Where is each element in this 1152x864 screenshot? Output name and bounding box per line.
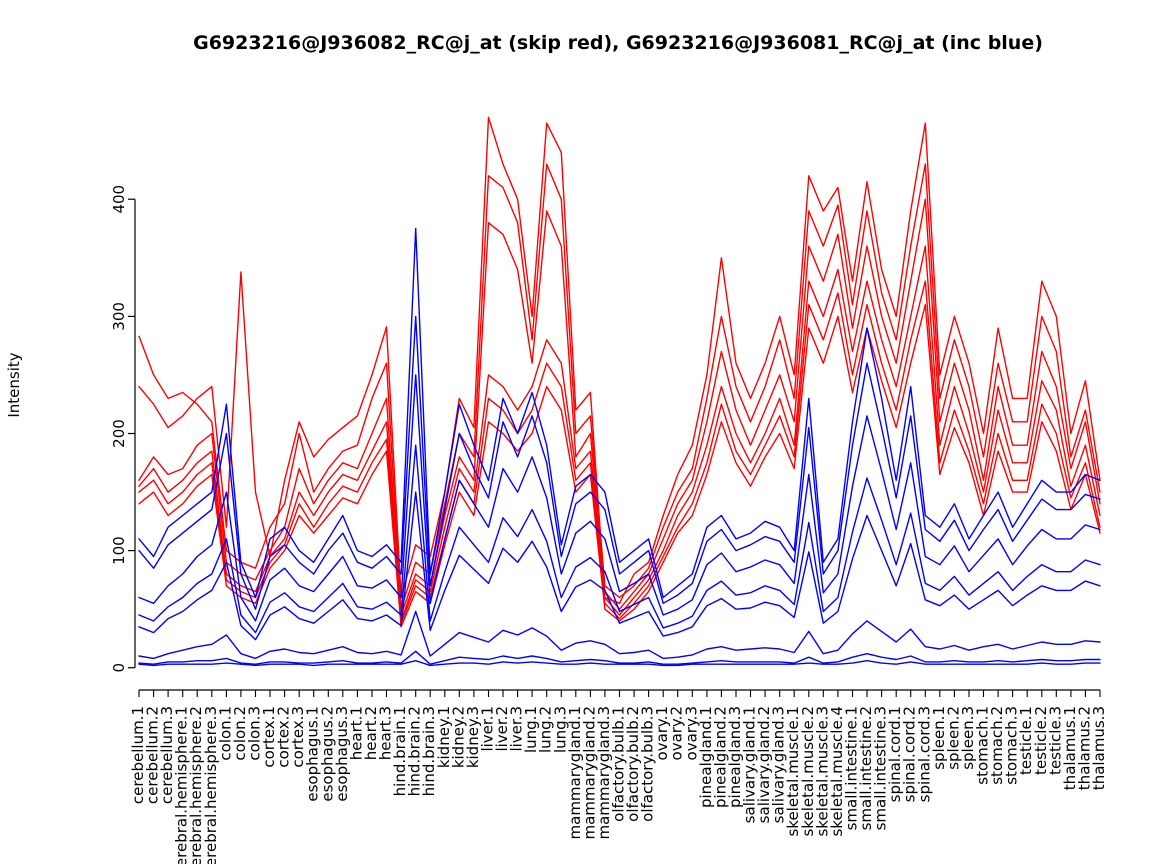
series-line-inc-blue-4 <box>138 444 1101 634</box>
x-tick-label: cortex.3 <box>289 706 307 768</box>
y-tick-label: 300 <box>110 302 128 331</box>
x-tick-label: mammarygland.3 <box>595 706 613 839</box>
x-tick-label: spinal.cord.3 <box>915 706 933 802</box>
series-line-skip-red-3 <box>138 198 1101 616</box>
x-tick-label: ovary.2 <box>668 706 686 760</box>
x-tick-label: salivary.gland.3 <box>770 706 788 823</box>
x-tick-label: stomach.2 <box>988 706 1006 785</box>
x-tick-label: pinealgland.2 <box>711 706 729 808</box>
x-tick-label: colon.1 <box>216 706 234 761</box>
x-tick-label: kidney.1 <box>435 706 453 768</box>
x-tick-label: cortex.1 <box>260 706 278 768</box>
series-line-skip-red-1 <box>138 116 1101 604</box>
series-line-inc-blue-7 <box>138 650 1101 665</box>
x-tick-label: skeletal.muscle.3 <box>813 706 831 837</box>
x-tick-label: testicle.3 <box>1046 706 1064 775</box>
x-tick-label: cerebellum.1 <box>129 706 147 804</box>
x-tick-label: hind.brain.1 <box>391 706 409 796</box>
x-tick-label: small.intestine.3 <box>872 706 890 830</box>
x-tick-label: testicle.2 <box>1032 706 1050 775</box>
x-tick-label: small.intestine.1 <box>843 706 861 830</box>
x-tick-label: liver.2 <box>493 706 511 752</box>
x-tick-label: ovary.3 <box>682 706 700 760</box>
series-line-inc-blue-2 <box>138 315 1101 610</box>
series-line-inc-blue-5 <box>138 491 1101 641</box>
x-tick-label: mammarygland.2 <box>580 706 598 839</box>
x-tick-label: thalamus.2 <box>1075 706 1093 790</box>
x-tick-label: heart.2 <box>362 706 380 760</box>
x-tick-label: cortex.2 <box>275 706 293 768</box>
x-tick-label: lung.1 <box>522 706 540 753</box>
x-tick-label: kidney.2 <box>449 706 467 768</box>
x-tick-label: stomach.1 <box>974 706 992 785</box>
x-tick-label: ovary.1 <box>653 706 671 760</box>
x-tick-label: esophagus.2 <box>318 706 336 802</box>
x-tick-label: liver.1 <box>479 706 497 752</box>
x-tick-label: olfactory.bulb.1 <box>610 706 628 822</box>
x-tick-label: cerebellum.2 <box>144 706 162 804</box>
x-tick-label: skeletal.muscle.1 <box>784 706 802 837</box>
x-tick-label: spleen.3 <box>959 706 977 770</box>
series-line-skip-red-4 <box>138 245 1101 622</box>
x-tick-label: stomach.3 <box>1003 706 1021 785</box>
series-line-skip-red-2 <box>138 163 1101 610</box>
x-tick-label: colon.3 <box>246 706 264 761</box>
series-line-inc-blue-1 <box>138 227 1101 599</box>
y-tick-label: 200 <box>110 419 128 448</box>
x-tick-label: pinealgland.3 <box>726 706 744 808</box>
x-tick-label: thalamus.3 <box>1090 706 1108 790</box>
x-tick-label: spleen.2 <box>944 706 962 770</box>
series-line-inc-blue-3 <box>138 374 1101 622</box>
x-tick-label: spleen.1 <box>930 706 948 770</box>
x-tick-label: lung.2 <box>537 706 555 753</box>
x-tick-label: heart.1 <box>347 706 365 760</box>
x-tick-label: kidney.3 <box>464 706 482 768</box>
y-tick-label: 400 <box>110 185 128 214</box>
x-tick-label: liver.3 <box>508 706 526 752</box>
x-tick-label: spinal.cord.1 <box>886 706 904 802</box>
x-tick-label: hind.brain.3 <box>420 706 438 796</box>
y-tick-label: 0 <box>110 663 128 673</box>
x-tick-label: pinealgland.1 <box>697 706 715 808</box>
x-tick-label: thalamus.1 <box>1061 706 1079 790</box>
x-tick-label: hind.brain.2 <box>406 706 424 796</box>
x-tick-label: olfactory.bulb.3 <box>639 706 657 822</box>
chart-title: G6923216@J936082_RC@j_at (skip red), G69… <box>193 32 1043 54</box>
series-line-skip-red-5 <box>138 280 1101 624</box>
x-tick-label: skeletal.muscle.4 <box>828 706 846 837</box>
x-tick-label: heart.3 <box>377 706 395 760</box>
x-tick-label: spinal.cord.2 <box>901 706 919 802</box>
x-tick-label: skeletal.muscle.2 <box>799 706 817 837</box>
x-tick-label: olfactory.bulb.2 <box>624 706 642 822</box>
y-tick-label: 100 <box>110 536 128 565</box>
x-tick-label: cerebral.hemisphere.2 <box>187 706 205 864</box>
series-line-inc-blue-8 <box>138 660 1101 667</box>
x-tick-label: cerebral.hemisphere.1 <box>173 706 191 864</box>
x-tick-label: salivary.gland.1 <box>741 706 759 823</box>
x-tick-label: testicle.1 <box>1017 706 1035 775</box>
x-tick-label: cerebellum.3 <box>158 706 176 804</box>
series-line-skip-red-6 <box>138 304 1101 628</box>
x-tick-label: mammarygland.1 <box>566 706 584 839</box>
x-tick-label: lung.3 <box>551 706 569 753</box>
x-tick-label: esophagus.1 <box>304 706 322 802</box>
x-tick-label: salivary.gland.2 <box>755 706 773 823</box>
x-tick-label: cerebral.hemisphere.3 <box>202 706 220 864</box>
x-tick-label: small.intestine.2 <box>857 706 875 830</box>
series-line-inc-blue-6 <box>138 610 1101 660</box>
x-tick-label: colon.2 <box>231 706 249 761</box>
x-tick-label: esophagus.3 <box>333 706 351 802</box>
